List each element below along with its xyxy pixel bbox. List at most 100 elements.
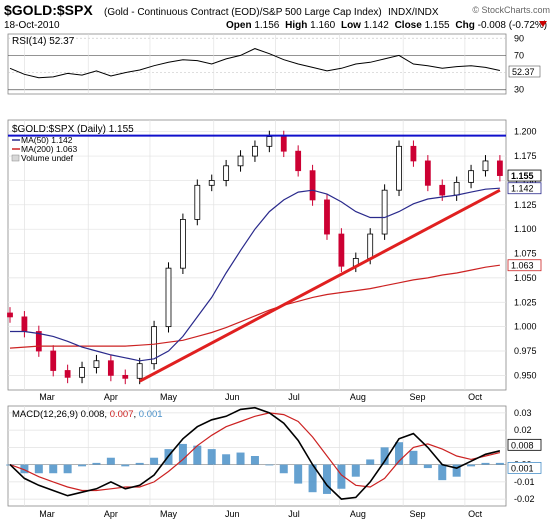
macd-histogram-bar — [495, 462, 504, 465]
price-tick-label: 0.950 — [514, 370, 537, 380]
macd-histogram-bar — [207, 449, 216, 465]
candle-body — [7, 312, 13, 318]
macd-histogram-bar — [150, 457, 159, 465]
month-label: Jul — [288, 509, 300, 519]
price-tag-box — [507, 169, 542, 182]
month-label: Jul — [288, 392, 300, 402]
price-tick-label: 1.125 — [514, 200, 537, 210]
price-tick-label: 1.025 — [514, 297, 537, 307]
rsi-line — [9, 48, 501, 79]
month-label: Aug — [350, 509, 366, 519]
candle-body — [295, 150, 302, 172]
macd-histogram-bar — [279, 464, 288, 474]
candle-body — [35, 331, 42, 352]
month-label: Oct — [468, 392, 483, 402]
candle-body — [237, 155, 244, 167]
month-label: Sep — [410, 509, 426, 519]
macd-histogram-bar — [222, 454, 231, 465]
price-tick-label: 1.175 — [514, 151, 537, 161]
price-tag-box — [507, 182, 542, 195]
candle-body — [21, 316, 28, 332]
month-label: Aug — [350, 392, 366, 402]
macd-tag-box — [507, 461, 542, 474]
rsi-label-text: RSI(14) 52.37 — [12, 36, 75, 47]
ma50-line — [10, 187, 500, 362]
month-label: Mar — [39, 509, 55, 519]
macd-tick-label: -0.02 — [514, 494, 535, 504]
rsi-tick-label: 30 — [514, 85, 524, 95]
chg-label: Chg — [455, 20, 474, 31]
macd-label-prefix: MACD(12,26,9) — [12, 409, 78, 420]
macd-histogram-bar — [294, 464, 303, 484]
candle-body — [338, 233, 345, 267]
high-value: 1.160 — [310, 20, 335, 31]
ma200-legend-label: MA(200) 1.063 — [21, 144, 77, 154]
macd-histogram-bar — [78, 464, 87, 467]
volume-legend-label: Volume undef — [21, 153, 74, 163]
month-label: Jun — [225, 509, 240, 519]
macd-histogram-bar — [92, 462, 101, 465]
rsi-tick-label: 70 — [514, 50, 524, 60]
open-label: Open — [226, 20, 252, 31]
candle-body — [468, 170, 474, 183]
price-panel-title: $GOLD:$SPX (Daily) 1.155 — [12, 124, 134, 135]
candle-body — [64, 370, 71, 378]
month-label: Oct — [468, 509, 483, 519]
month-label: Apr — [104, 509, 118, 519]
month-label: Apr — [104, 392, 118, 402]
candle-body — [194, 184, 201, 220]
chart-description: (Gold - Continuous Contract (EOD)/S&P 50… — [104, 7, 382, 18]
candle-body — [151, 326, 157, 365]
macd-histogram-bar — [452, 464, 461, 477]
candle-body — [381, 189, 388, 235]
ma50-legend-label: MA(50) 1.142 — [21, 135, 73, 145]
macd-histogram-bar — [49, 464, 58, 474]
macd-histogram-bar — [438, 464, 447, 481]
candle-body — [482, 160, 489, 172]
candle-body — [424, 160, 431, 186]
macd-hist-value: 0.001 — [139, 409, 163, 420]
month-label: May — [160, 392, 178, 402]
month-label: Sep — [410, 392, 426, 402]
close-label: Close — [395, 20, 423, 31]
macd-tag-box — [507, 438, 542, 451]
price-tag-label: 1.063 — [511, 261, 534, 271]
month-label: Mar — [39, 392, 55, 402]
chart-exchange: INDX/INDX — [388, 7, 439, 18]
high-label: High — [285, 20, 307, 31]
macd-histogram-bar — [106, 457, 115, 465]
macd-histogram-bar — [63, 464, 72, 474]
candle-body — [324, 199, 330, 235]
rsi-panel — [7, 33, 507, 95]
macd-histogram-bar — [236, 452, 245, 465]
price-tag-label: 1.155 — [511, 171, 534, 181]
macd-histogram-bar — [135, 462, 144, 465]
price-tag-box — [507, 259, 542, 272]
candle-body — [179, 219, 186, 269]
chg-value: -0.008 (-0.72%) — [478, 20, 547, 31]
macd-histogram-bar — [481, 462, 490, 465]
macd-histogram-bar — [250, 456, 259, 465]
candle-body — [453, 181, 460, 196]
macd-histogram-bar — [265, 464, 274, 466]
chart-date: 18-Oct-2010 — [4, 20, 60, 31]
candle-body — [410, 145, 417, 162]
price-panel — [7, 119, 507, 391]
macd-tick-label: 0.02 — [514, 425, 532, 435]
macd-histogram-bar — [34, 464, 43, 474]
candle-body — [136, 363, 143, 379]
price-tick-label: 0.975 — [514, 346, 537, 356]
macd-histogram-bar — [409, 450, 418, 465]
candle-body — [496, 160, 503, 176]
candle-body — [439, 184, 446, 196]
macd-histogram-bar — [322, 464, 331, 494]
macd-histogram-bar — [395, 442, 404, 465]
candle-body — [396, 145, 402, 191]
macd-tag-label: 0.008 — [511, 440, 534, 450]
price-tick-label: 1.075 — [514, 249, 537, 259]
down-arrow-icon — [539, 21, 547, 27]
price-tick-label: 1.000 — [514, 322, 537, 332]
close-value: 1.155 — [425, 20, 450, 31]
